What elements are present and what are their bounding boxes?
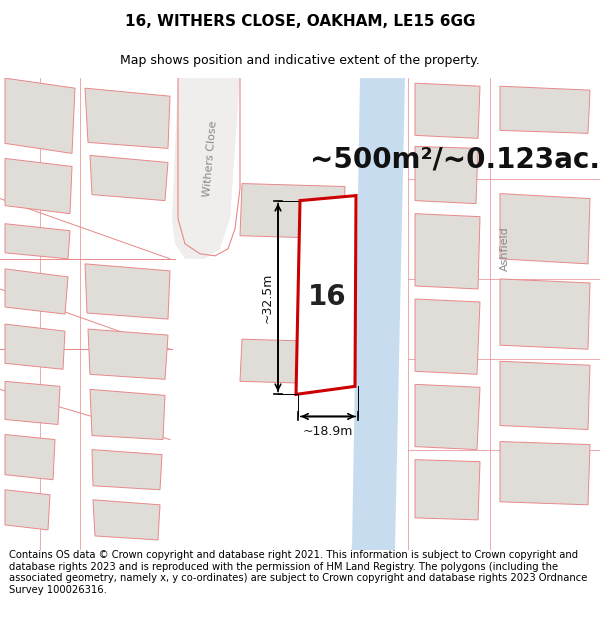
Polygon shape (500, 279, 590, 349)
Text: 16, WITHERS CLOSE, OAKHAM, LE15 6GG: 16, WITHERS CLOSE, OAKHAM, LE15 6GG (125, 14, 475, 29)
Polygon shape (240, 339, 345, 384)
Polygon shape (92, 449, 162, 490)
Polygon shape (5, 381, 60, 424)
Polygon shape (5, 159, 72, 214)
Text: 16: 16 (308, 284, 347, 311)
Polygon shape (85, 88, 170, 148)
Polygon shape (5, 434, 55, 480)
Polygon shape (85, 264, 170, 319)
Polygon shape (500, 442, 590, 505)
Polygon shape (500, 361, 590, 429)
Text: Contains OS data © Crown copyright and database right 2021. This information is : Contains OS data © Crown copyright and d… (9, 550, 587, 595)
Polygon shape (500, 194, 590, 264)
Text: ~18.9m: ~18.9m (303, 424, 353, 438)
Polygon shape (93, 500, 160, 540)
Polygon shape (415, 83, 480, 138)
Polygon shape (415, 146, 478, 204)
Text: ~32.5m: ~32.5m (261, 272, 274, 322)
Polygon shape (240, 184, 345, 239)
Polygon shape (415, 459, 480, 520)
Polygon shape (90, 389, 165, 439)
Polygon shape (88, 329, 168, 379)
Polygon shape (5, 78, 75, 153)
Polygon shape (5, 490, 50, 530)
Polygon shape (415, 214, 480, 289)
Text: Map shows position and indicative extent of the property.: Map shows position and indicative extent… (120, 54, 480, 68)
Text: ~500m²/~0.123ac.: ~500m²/~0.123ac. (310, 146, 600, 174)
Text: Ashfield: Ashfield (500, 226, 510, 271)
Text: Withers Close: Withers Close (202, 120, 218, 197)
Polygon shape (5, 324, 65, 369)
Polygon shape (352, 78, 405, 550)
Polygon shape (172, 78, 240, 259)
Polygon shape (5, 269, 68, 314)
Polygon shape (90, 156, 168, 201)
Polygon shape (500, 86, 590, 133)
Polygon shape (296, 196, 356, 394)
Polygon shape (5, 224, 70, 259)
Polygon shape (415, 384, 480, 449)
Polygon shape (415, 299, 480, 374)
